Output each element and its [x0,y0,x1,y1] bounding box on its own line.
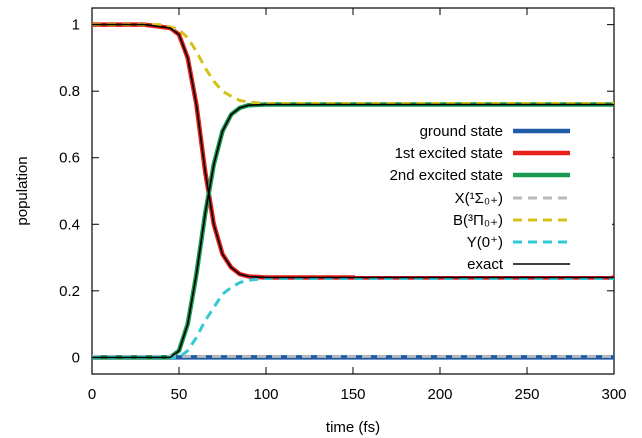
x-tick-label: 250 [514,386,539,403]
y-tick-label: 0.6 [59,150,80,167]
axes: 0 50 100 150 200 250 300 0 0.2 0.4 0.6 0.8 1 [59,8,627,403]
legend: ground state 1st excited state 2nd excit… [355,117,612,276]
series-line-6 [92,103,614,359]
x-tick-label: 50 [171,386,188,403]
legend-label-b-state: B(³Π₀₊) [453,212,503,229]
y-tick-label: 0 [72,349,80,366]
x-tick-label: 0 [88,386,96,403]
x-tick-label: 150 [340,386,365,403]
series-lines [92,22,614,360]
legend-label-ground-state: ground state [420,123,503,140]
x-tick-label: 100 [253,386,278,403]
y-tick-label: 1 [72,17,80,34]
y-axis-label: population [14,156,31,225]
y-tick-label: 0.8 [59,83,80,100]
y-tick-label: 0.2 [59,283,80,300]
series-line-5 [92,277,614,359]
legend-label-1st-excited-state: 1st excited state [395,145,503,162]
x-tick-label: 300 [601,386,626,403]
series-line-7 [92,23,614,279]
legend-label-2nd-excited-state: 2nd excited state [390,167,503,184]
y-tick-label: 0.4 [59,216,80,233]
legend-label-y-state: Y(0⁺) [467,234,503,251]
legend-label-exact: exact [467,256,504,273]
legend-background [355,117,612,276]
x-axis-label: time (fs) [326,419,380,436]
legend-label-x-state: X(¹Σ₀₊) [455,190,503,207]
x-tick-label: 200 [427,386,452,403]
series-line-4 [92,23,614,105]
